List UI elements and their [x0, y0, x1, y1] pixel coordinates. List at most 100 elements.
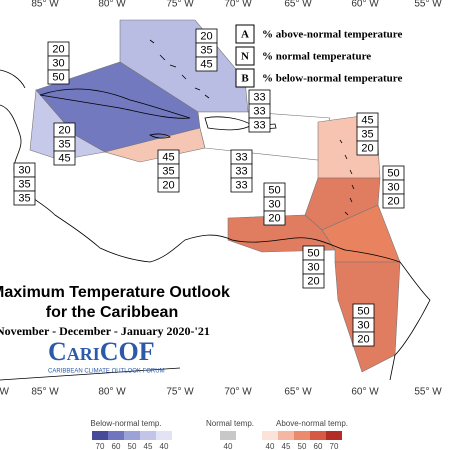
prob-value: 33 — [253, 119, 265, 131]
longitude-label: 60° W — [351, 387, 379, 398]
colorbar-cell — [140, 431, 156, 440]
longitude-label: 65° W — [284, 387, 312, 398]
key-box — [235, 46, 255, 66]
longitude-label: 65° W — [284, 0, 312, 10]
colorbar-label: Normal temp. — [206, 419, 254, 428]
coastline-edges — [0, 69, 181, 381]
key-box — [235, 24, 255, 44]
prob-value: 35 — [58, 138, 70, 150]
prob-value: 45 — [200, 58, 212, 70]
prob-value: 50 — [52, 71, 64, 83]
logo: CariCOF — [48, 337, 155, 366]
prob-value: 20 — [162, 179, 174, 191]
prob-value: 20 — [361, 142, 373, 154]
longitude-label: 55° W — [414, 0, 442, 10]
colorbar-tick: 45 — [144, 442, 153, 450]
colorbar-cell — [92, 431, 108, 440]
key-box — [235, 68, 255, 88]
colorbar-tick: 60 — [314, 442, 323, 450]
prob-value: 45 — [361, 114, 373, 126]
key-letter: B — [241, 73, 249, 85]
key-text: % normal temperature — [262, 51, 371, 63]
prob-value: 30 — [307, 261, 319, 273]
colorbar-cell — [124, 431, 140, 440]
prob-value: 33 — [253, 105, 265, 117]
prob-cell — [302, 273, 325, 289]
legend-key: A N B % above-normal temperature % norma… — [235, 24, 402, 88]
prob-value: 30 — [52, 57, 64, 69]
prob-value: 33 — [253, 91, 265, 103]
colorbar-tick: 40 — [266, 442, 275, 450]
prob-value: 33 — [235, 151, 247, 163]
prob-cell — [195, 56, 218, 72]
longitude-label: 0° W — [0, 387, 9, 398]
prob-value: 50 — [387, 167, 399, 179]
prob-value: 20 — [387, 195, 399, 207]
prob-value: 35 — [200, 44, 212, 56]
prob-value: 33 — [235, 179, 247, 191]
title-line-2: for the Caribbean — [46, 304, 178, 321]
colorbar-cell — [294, 431, 310, 440]
prob-value: 30 — [387, 181, 399, 193]
prob-cell — [53, 150, 76, 166]
colorbar-tick: 70 — [330, 442, 339, 450]
longitude-label: 55° W — [414, 387, 442, 398]
prob-cell — [157, 177, 180, 193]
period: November - December - January 2020-'21 — [0, 324, 210, 338]
prob-cell — [356, 140, 379, 156]
prob-value: 20 — [200, 30, 212, 42]
coastline-lesser-antilles — [339, 139, 355, 216]
longitude-label: 85° W — [31, 387, 59, 398]
colorbar-cell — [262, 431, 278, 440]
colorbar-tick: 45 — [282, 442, 291, 450]
colorbar-label: Above-normal temp. — [276, 419, 348, 428]
longitude-label: 80° W — [98, 0, 126, 10]
prob-value: 20 — [58, 124, 70, 136]
key-letter: A — [241, 29, 249, 41]
prob-value: 30 — [18, 164, 30, 176]
prob-value: 45 — [58, 152, 70, 164]
prob-value: 50 — [357, 305, 369, 317]
prob-value: 20 — [268, 212, 280, 224]
prob-cell — [248, 117, 271, 133]
coastline-cuba — [39, 88, 191, 119]
colorbar-tick: 50 — [298, 442, 307, 450]
prob-value: 20 — [307, 275, 319, 287]
prob-value: 33 — [235, 165, 247, 177]
colorbar-tick: 70 — [96, 442, 105, 450]
longitude-label: 80° W — [98, 387, 126, 398]
longitude-label: 75° W — [166, 0, 194, 10]
prob-cell — [13, 190, 36, 206]
colorbar-cell — [278, 431, 294, 440]
colorbar-tick: 60 — [112, 442, 121, 450]
prob-value: 30 — [268, 198, 280, 210]
colorbar-label: Below-normal temp. — [90, 419, 161, 428]
colorbar-cell — [156, 431, 172, 440]
prob-value: 50 — [268, 184, 280, 196]
key-letter: N — [241, 51, 249, 63]
colorbar-cell — [310, 431, 326, 440]
prob-value: 20 — [357, 333, 369, 345]
title: Maximum Temperature Outlook — [0, 284, 230, 301]
prob-cell — [352, 331, 375, 347]
coastline-bahamas — [149, 39, 210, 99]
prob-value: 35 — [18, 178, 30, 190]
prob-value: 35 — [361, 128, 373, 140]
key-text: % below-normal temperature — [262, 73, 402, 85]
key-text: % above-normal temperature — [262, 29, 402, 41]
colorbar-tick: 40 — [224, 442, 233, 450]
prob-value: 35 — [162, 165, 174, 177]
colorbar: Below-normal temp. Normal temp. Above-no… — [90, 419, 348, 428]
prob-value: 35 — [18, 192, 30, 204]
longitude-label: 70° W — [224, 0, 252, 10]
colorbar-tick: 40 — [160, 442, 169, 450]
logo-tagline: CARIBBEAN CLIMATE OUTLOOK FORUM — [48, 369, 165, 375]
colorbar-tick: 50 — [128, 442, 137, 450]
prob-cell — [382, 193, 405, 209]
prob-value: 50 — [307, 247, 319, 259]
longitude-label: 60° W — [351, 0, 379, 10]
prob-value: 20 — [52, 43, 64, 55]
longitude-label: 70° W — [224, 387, 252, 398]
